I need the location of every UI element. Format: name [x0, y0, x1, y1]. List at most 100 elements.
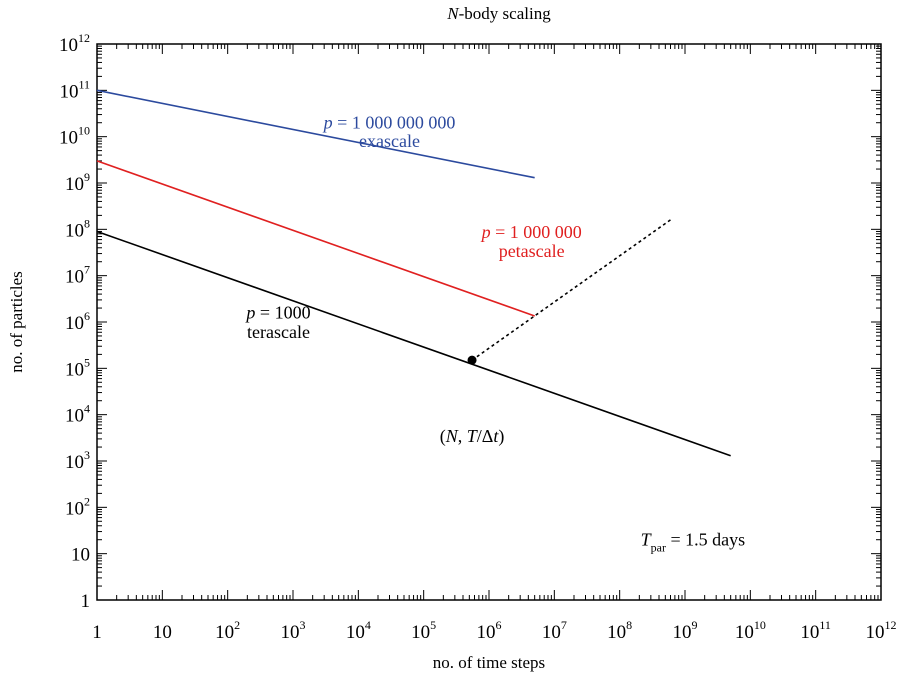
point-label-sep: ,	[458, 426, 467, 446]
x-tick-label-exp: 8	[626, 618, 632, 632]
y-tick-label-base: 10	[65, 313, 84, 334]
chart-title-italic: N	[446, 4, 460, 23]
tick-labels: 1 10 102 103 104 105 106 107 108 109 1010 1011 10121…	[59, 31, 897, 643]
x-tick-label-exp: 7	[561, 618, 567, 632]
x-tick-label-exp: 11	[819, 618, 831, 632]
x-tick-label: 108	[607, 618, 632, 643]
y-tick-label-base: 10	[65, 498, 84, 519]
annotation-exascale-p-text: = 1 000 000 000	[333, 113, 456, 133]
y-axis-title: no. of particles	[7, 271, 26, 373]
y-tick-label: 1010	[59, 124, 90, 149]
x-tick-label-base: 10	[153, 622, 172, 643]
y-tick-label-base: 10	[65, 174, 84, 195]
x-tick-label-base: 10	[477, 622, 496, 643]
x-tick-label: 107	[542, 618, 567, 643]
annotation-terascale-p-italic: p	[244, 302, 255, 322]
y-tick-label-exp: 9	[84, 170, 90, 184]
annotation-petascale-name-text: petascale	[499, 241, 565, 261]
y-tick-label-exp: 2	[84, 494, 90, 508]
x-tick-label-exp: 3	[300, 618, 306, 632]
y-tick-label: 107	[65, 263, 90, 288]
y-tick-label-exp: 10	[78, 124, 90, 138]
series-line-terascale	[96, 230, 731, 457]
y-tick-label-exp: 4	[84, 402, 90, 416]
y-tick-label: 109	[65, 170, 90, 195]
annotation-petascale-p-text: = 1 000 000	[491, 222, 582, 242]
point-label-rest: /Δ	[477, 426, 494, 446]
x-tick-label-base: 10	[411, 622, 430, 643]
y-tick-label-base: 10	[65, 406, 84, 427]
y-tick-label: 1	[81, 591, 91, 612]
y-tick-label-base: 10	[71, 545, 90, 566]
x-tick-label-base: 10	[346, 622, 365, 643]
chart-title-rest: -body scaling	[459, 4, 552, 23]
y-tick-label-exp: 8	[84, 216, 90, 230]
plot-frame	[96, 43, 882, 601]
series-lines	[96, 89, 731, 457]
x-tick-label-exp: 4	[365, 618, 371, 632]
operating-point-label: (N, T/Δt)	[440, 426, 505, 447]
x-tick-label-base: 10	[735, 622, 754, 643]
y-tick-label: 106	[65, 309, 90, 334]
point-operating-point	[467, 355, 477, 365]
annotation-terascale-p-text: = 1000	[255, 302, 310, 322]
tpar-sub: par	[651, 541, 666, 555]
point-label-close: )	[498, 426, 504, 447]
x-tick-label: 104	[346, 618, 371, 643]
annotation-exascale-p: p = 1 000 000 000	[322, 113, 456, 133]
x-tick-label: 1	[92, 622, 102, 643]
x-tick-label: 103	[281, 618, 306, 643]
annotation-petascale-p: p = 1 000 000	[480, 222, 582, 242]
x-tick-label-exp: 10	[754, 618, 766, 632]
x-tick-label-base: 10	[800, 622, 819, 643]
x-tick-label: 10	[153, 622, 172, 643]
annotation-exascale-name-text: exascale	[359, 131, 420, 151]
y-tick-label: 1012	[59, 31, 90, 56]
x-tick-label-exp: 2	[234, 618, 240, 632]
y-tick-label-base: 10	[65, 267, 84, 288]
x-tick-label-exp: 12	[885, 618, 897, 632]
x-tick-label: 105	[411, 618, 436, 643]
y-tick-label-exp: 3	[84, 448, 90, 462]
x-tick-label-base: 10	[215, 622, 234, 643]
x-tick-label-base: 10	[866, 622, 885, 643]
annotation-terascale-name: terascale	[247, 322, 310, 342]
axis-ticks	[96, 43, 882, 601]
y-tick-label-exp: 6	[84, 309, 90, 323]
x-tick-label-exp: 6	[496, 618, 502, 632]
annotation-terascale-p: p = 1000	[244, 302, 310, 322]
x-tick-label-exp: 9	[692, 618, 698, 632]
x-tick-label: 1012	[866, 618, 897, 643]
series-line-exascale	[96, 89, 535, 179]
y-tick-label: 108	[65, 216, 90, 241]
chart-title: N-body scaling	[446, 4, 551, 23]
annotation-exascale-p-italic: p	[322, 113, 333, 133]
x-tick-label: 106	[477, 618, 502, 643]
tpar-rest: = 1.5 days	[666, 530, 745, 550]
point-label-open: (	[440, 426, 446, 447]
y-tick-label-exp: 7	[84, 263, 90, 277]
y-tick-label: 105	[65, 355, 90, 380]
y-tick-label-exp: 5	[84, 355, 90, 369]
annotation-exascale-name: exascale	[359, 131, 420, 151]
y-tick-label-base: 10	[59, 35, 78, 56]
x-tick-label: 1010	[735, 618, 766, 643]
x-tick-label-base: 10	[542, 622, 561, 643]
x-tick-label-base: 10	[673, 622, 692, 643]
y-tick-label: 104	[65, 402, 90, 427]
x-tick-label-base: 10	[607, 622, 626, 643]
annotation-petascale-p-italic: p	[480, 222, 491, 242]
y-tick-label: 1011	[59, 77, 90, 102]
annotation-terascale-name-text: terascale	[247, 322, 310, 342]
tpar-t: T	[641, 530, 653, 550]
x-tick-label: 1011	[800, 618, 831, 643]
x-tick-label-base: 10	[281, 622, 300, 643]
y-tick-label-base: 10	[59, 128, 78, 149]
y-tick-label-base: 1	[81, 591, 91, 612]
y-tick-label-base: 10	[59, 81, 78, 102]
y-tick-label: 103	[65, 448, 90, 473]
data-points	[467, 355, 477, 365]
x-tick-label-exp: 5	[430, 618, 436, 632]
